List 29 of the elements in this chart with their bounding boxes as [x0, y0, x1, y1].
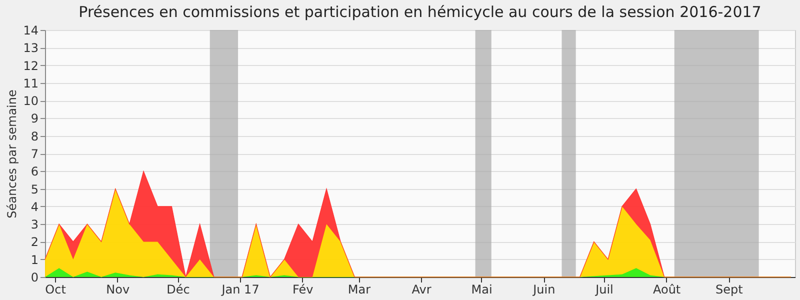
y-tick-label: 13 [23, 41, 38, 56]
x-tick-label: Fév [292, 282, 314, 296]
y-tick-label: 14 [23, 24, 38, 38]
y-tick-label: 9 [30, 112, 38, 126]
x-tick-label: Mai [471, 282, 492, 296]
x-tick-label: Sept [715, 282, 744, 296]
x-tick-label: Déc [166, 282, 190, 296]
y-axis-title: Séances par semaine [5, 90, 20, 218]
y-tick-label: 12 [23, 58, 38, 73]
x-tick-label: Mar [348, 282, 371, 296]
y-tick-label: 7 [30, 147, 38, 161]
x-tick-label: Avr [412, 282, 432, 296]
y-tick-label: 1 [30, 252, 38, 267]
x-tick-label: Juin [532, 282, 556, 296]
y-tick-label: 8 [30, 129, 38, 144]
x-tick-label: Jan 17 [220, 282, 260, 296]
y-tick-label: 2 [30, 235, 38, 250]
y-tick-label: 3 [30, 218, 38, 232]
y-tick-label: 11 [23, 76, 38, 90]
chart-title: Présences en commissions et participation en hémicycle au cours de la session 2016-2017 [78, 3, 762, 21]
y-tick-label: 5 [30, 182, 38, 196]
y-tick-label: 0 [30, 270, 38, 284]
x-tick-label: Août [652, 282, 681, 296]
x-tick-label: Juil [594, 282, 614, 296]
y-tick-label: 4 [30, 200, 38, 214]
y-tick-label: 6 [30, 164, 38, 179]
x-tick-label: Oct [45, 282, 66, 296]
x-tick-label: Nov [106, 282, 130, 296]
y-tick-label: 10 [23, 94, 38, 108]
